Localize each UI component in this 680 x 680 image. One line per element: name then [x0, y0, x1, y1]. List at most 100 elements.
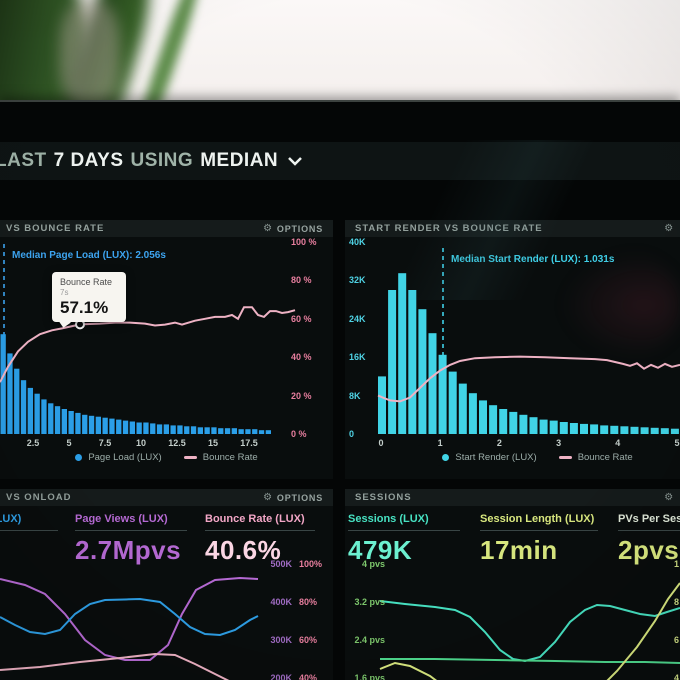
- panel-header: VS BOUNCE RATE ⚙ OPTIONS: [0, 220, 333, 237]
- header-7-days: 7 DAYS: [53, 150, 124, 171]
- purple-line: [0, 576, 259, 661]
- x-axis-tick: 4: [615, 438, 621, 448]
- metric-value: 2.7Mpvs: [75, 535, 182, 565]
- right-axis-pct: 100%: [299, 559, 323, 569]
- left-axis-tick: 3.2 pvs: [354, 597, 385, 607]
- legend-line-icon: [183, 456, 197, 459]
- options-button[interactable]: ⚙: [664, 491, 674, 503]
- options-label: OPTIONS: [276, 492, 323, 503]
- options-button[interactable]: ⚙: [664, 222, 674, 234]
- x-axis-tick: 5: [674, 438, 680, 448]
- legend-label: Bounce Rate: [577, 452, 633, 463]
- right-axis-pct: 80%: [299, 597, 318, 607]
- start-render-chart-plot[interactable]: [345, 220, 680, 479]
- panel-page-load-vs-bounce-rate: VS BOUNCE RATE ⚙ OPTIONS Median Page Loa…: [0, 220, 333, 479]
- y-axis-tick: 80 %: [291, 275, 312, 286]
- metric-label: Bounce Rate (LUX): [205, 513, 305, 525]
- legend-dot-icon: [442, 454, 450, 461]
- metric-bounce-rate-lux-: Bounce Rate (LUX) 40.6%: [205, 513, 315, 566]
- y-axis-tick: 40K: [349, 237, 366, 247]
- metric-underline: [348, 530, 460, 531]
- panel-title: VS ONLOAD: [6, 492, 72, 503]
- metric-underline: [618, 530, 680, 531]
- right-axis-tick-cut: 1: [674, 559, 680, 569]
- gear-icon: ⚙: [664, 222, 674, 234]
- pink-line: [0, 652, 230, 680]
- legend-label: Page Load (LUX): [88, 452, 162, 463]
- legend-dot-icon: [75, 454, 83, 461]
- metric-label: (LUX): [0, 513, 22, 525]
- metric-underline: [75, 530, 187, 531]
- y-axis-tick: 24K: [349, 313, 366, 324]
- onload-chart-plot[interactable]: [0, 555, 333, 680]
- legend-item[interactable]: Bounce Rate: [183, 452, 258, 463]
- metric-session-length-lux-: Session Length (LUX) 17min: [480, 513, 598, 566]
- tooltip-x-value: 7s: [60, 288, 69, 297]
- right-axis-count: 400K: [270, 597, 292, 607]
- right-axis-tick-cut: 6: [674, 635, 680, 645]
- metric-value: 40.6%: [205, 535, 282, 565]
- y-axis-tick: 32K: [349, 275, 366, 286]
- session-length-line: [380, 658, 680, 664]
- dashboard: LAST 7 DAYS USING MEDIAN VS BOUNCE RATE …: [0, 142, 680, 680]
- chevron-down-icon[interactable]: [287, 150, 303, 172]
- x-axis-tick: 0: [378, 438, 384, 448]
- page-load-chart-plot[interactable]: [0, 220, 333, 479]
- x-axis-tick: 7.5: [98, 438, 112, 448]
- metric-value: 479K: [348, 535, 413, 565]
- panel-vs-onload: VS ONLOAD ⚙ OPTIONS (LUX) Page Views (LUX…: [0, 489, 333, 680]
- options-button[interactable]: ⚙ OPTIONS: [263, 222, 323, 234]
- chart-legend: Page Load (LUX) Bounce Rate: [0, 452, 333, 463]
- metric-page-views-lux-: Page Views (LUX) 2.7Mpvs: [75, 513, 187, 566]
- gear-icon: ⚙: [263, 222, 273, 234]
- right-axis-count: 300K: [270, 635, 292, 645]
- x-axis-tick: 5: [66, 438, 72, 448]
- sessions-line: [379, 600, 680, 663]
- blue-line: [0, 597, 259, 637]
- y-axis-tick: 8K: [349, 390, 361, 401]
- metric-pvs-per-session: PVs Per Session 2pvs: [618, 513, 680, 566]
- metric-label: Session Length (LUX): [480, 513, 595, 525]
- legend-item[interactable]: Bounce Rate: [558, 452, 633, 463]
- legend-item[interactable]: Start Render (LUX): [442, 452, 537, 463]
- right-axis-count: 500K: [270, 559, 292, 569]
- gear-icon: ⚙: [664, 491, 674, 503]
- sessions-chart-plot[interactable]: [345, 555, 680, 680]
- metric-underline: [205, 530, 315, 531]
- legend-label: Bounce Rate: [202, 452, 258, 463]
- metric-value: 2pvs: [618, 535, 680, 565]
- bounce-rate-tooltip: Bounce Rate 7s 57.1%: [52, 272, 126, 328]
- right-axis-count: 200K: [270, 673, 292, 680]
- panel-header: START RENDER VS BOUNCE RATE ⚙: [345, 220, 680, 237]
- right-axis-pct: 60%: [299, 635, 318, 645]
- panel-title: START RENDER VS BOUNCE RATE: [355, 223, 543, 234]
- tooltip-title: Bounce Rate: [60, 277, 113, 287]
- legend-item[interactable]: Page Load (LUX): [75, 452, 162, 463]
- panel-title: VS BOUNCE RATE: [6, 223, 105, 234]
- metric-underline: [0, 530, 58, 531]
- x-axis-tick: 3: [556, 438, 562, 448]
- header-using: USING: [130, 150, 194, 171]
- panel-title: SESSIONS: [355, 492, 412, 503]
- left-axis-tick: 4 pvs: [361, 559, 385, 569]
- y-axis-tick: 16K: [349, 352, 366, 363]
- tooltip-value: 57.1%: [60, 298, 109, 317]
- panel-header: SESSIONS ⚙: [345, 489, 680, 506]
- right-axis-pct: 40%: [299, 673, 318, 680]
- y-axis-tick: 0 %: [291, 429, 307, 439]
- metric-sessions-lux-: Sessions (LUX) 479K: [348, 513, 460, 566]
- chart-legend: Start Render (LUX) Bounce Rate: [345, 452, 680, 463]
- dashboard-header: LAST 7 DAYS USING MEDIAN: [0, 142, 680, 180]
- x-axis-tick: 1: [437, 438, 443, 448]
- x-axis-tick: 15: [207, 438, 218, 448]
- y-axis-tick: 60 %: [291, 313, 312, 324]
- header-median-selector[interactable]: MEDIAN: [200, 150, 279, 171]
- metric-label: PVs Per Session: [618, 513, 680, 525]
- gear-icon: ⚙: [263, 491, 273, 503]
- y-axis-tick: 0: [349, 429, 355, 439]
- right-axis-tick-cut: 4: [674, 673, 680, 680]
- options-button[interactable]: ⚙ OPTIONS: [263, 491, 323, 503]
- panel-header: VS ONLOAD ⚙ OPTIONS: [0, 489, 333, 506]
- metric-label: Sessions (LUX): [348, 513, 429, 525]
